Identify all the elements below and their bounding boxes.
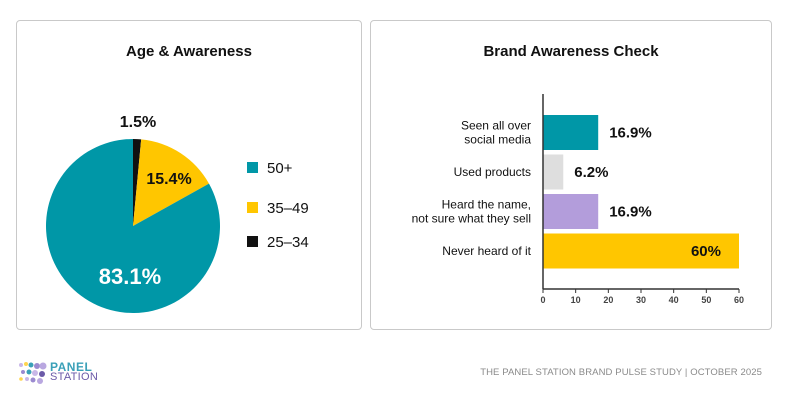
pie-chart: 83.1% 15.4% 1.5% 50+ 35–49 25–34 <box>45 114 309 313</box>
bar <box>543 115 599 150</box>
pie-data-label: 1.5% <box>120 114 156 131</box>
footer-credit: THE PANEL STATION BRAND PULSE STUDY | OC… <box>480 367 762 378</box>
value-label: 6.2% <box>574 164 608 181</box>
panel-station-logo: PANEL STATION <box>18 360 128 386</box>
bar-chart-title: Brand Awareness Check <box>483 43 659 60</box>
x-tick-label: 50 <box>701 295 711 305</box>
x-tick-label: 30 <box>636 295 646 305</box>
value-label: 16.9% <box>609 125 652 142</box>
x-tick-label: 40 <box>669 295 679 305</box>
logo-text-panel: PANEL <box>50 360 93 374</box>
x-tick-label: 60 <box>734 295 744 305</box>
logo-text-station: STATION <box>50 371 99 383</box>
x-tick-label: 10 <box>571 295 581 305</box>
bar <box>543 194 599 229</box>
category-label: Heard the name, <box>442 198 531 212</box>
category-label: social media <box>464 133 531 147</box>
x-tick-label: 0 <box>540 295 545 305</box>
logo-dots-icon <box>19 362 47 384</box>
legend-swatch <box>247 162 258 173</box>
pie-data-label: 83.1% <box>99 264 161 289</box>
legend-swatch <box>247 202 258 213</box>
pie-slice-35-49 <box>133 139 209 226</box>
pie-slice-50+ <box>45 139 220 313</box>
value-label: 16.9% <box>609 204 652 221</box>
age-awareness-card: Age & Awareness 83.1% 15.4% 1.5% 50+ 35–49 25… <box>16 20 362 330</box>
category-label: Never heard of it <box>442 244 531 258</box>
legend-label: 50+ <box>267 160 293 177</box>
category-label: Seen all over <box>461 119 531 133</box>
legend-label: 35–49 <box>267 200 309 217</box>
legend-swatch <box>247 236 258 247</box>
legend-label: 25–34 <box>267 234 309 251</box>
brand-awareness-card: Brand Awareness Check Seen all over socia… <box>370 20 772 330</box>
bar <box>543 154 564 190</box>
category-label: not sure what they sell <box>412 212 531 226</box>
pie-chart-title: Age & Awareness <box>126 43 252 60</box>
category-label: Used products <box>454 165 531 179</box>
pie-data-label: 15.4% <box>146 171 191 188</box>
value-label: 60% <box>691 243 721 260</box>
bar <box>543 233 739 269</box>
x-tick-label: 20 <box>603 295 613 305</box>
pie-slice-25-34 <box>133 139 142 226</box>
